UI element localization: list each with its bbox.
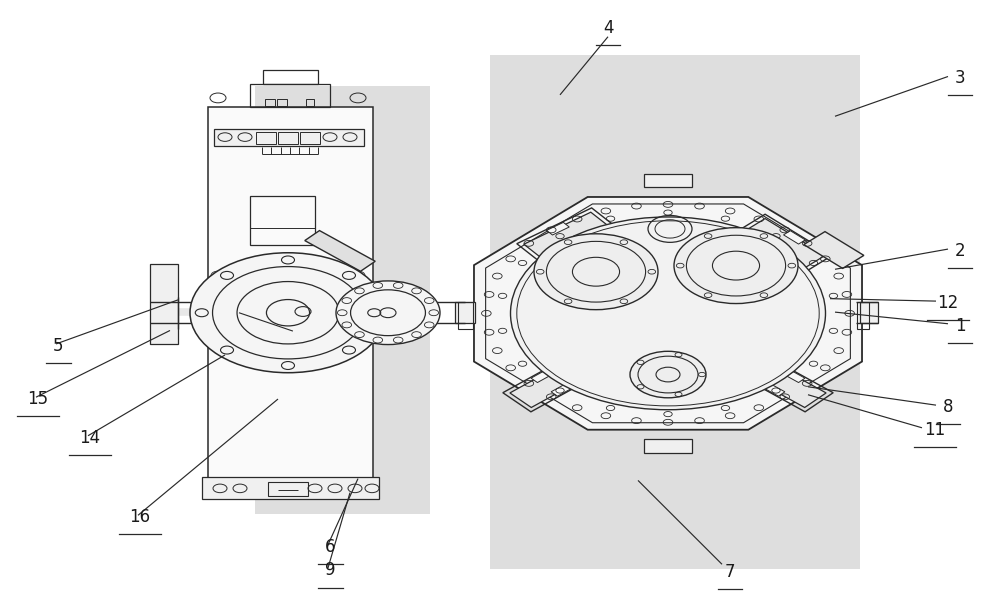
Bar [255, 86, 430, 514]
Bar [860, 302, 878, 323]
Text: 11: 11 [924, 420, 946, 439]
Circle shape [190, 253, 386, 373]
Polygon shape [742, 358, 826, 408]
Text: 3: 3 [955, 69, 965, 88]
Text: 1: 1 [955, 316, 965, 335]
Bar [455, 302, 475, 323]
Text: 14: 14 [79, 428, 101, 447]
Circle shape [630, 351, 706, 398]
Polygon shape [784, 231, 805, 244]
Text: 8: 8 [943, 398, 953, 416]
Polygon shape [547, 222, 569, 235]
Polygon shape [763, 383, 785, 396]
Bar [644, 174, 692, 187]
Bar [250, 196, 315, 245]
Bar [644, 439, 692, 453]
Bar [490, 55, 860, 569]
Text: 12: 12 [937, 294, 959, 312]
Text: 5: 5 [53, 337, 63, 355]
Polygon shape [305, 231, 375, 271]
Circle shape [534, 234, 658, 310]
Text: 9: 9 [325, 561, 335, 580]
Bar [857, 302, 869, 329]
Polygon shape [551, 383, 573, 396]
Bar [202, 477, 379, 499]
Polygon shape [783, 370, 805, 382]
Text: 2: 2 [955, 242, 965, 260]
Bar [150, 264, 178, 344]
Circle shape [511, 217, 826, 410]
Text: 7: 7 [725, 563, 735, 581]
Bar [300, 132, 320, 144]
Text: 15: 15 [27, 390, 49, 408]
Bar [214, 129, 364, 146]
Polygon shape [474, 197, 862, 430]
Polygon shape [565, 237, 588, 250]
Polygon shape [762, 244, 784, 257]
Circle shape [674, 228, 798, 304]
Text: 4: 4 [603, 18, 613, 37]
Bar [208, 107, 373, 499]
Text: 6: 6 [325, 537, 335, 556]
Polygon shape [510, 358, 594, 408]
Bar [458, 302, 473, 329]
Bar [256, 132, 276, 144]
Polygon shape [742, 218, 825, 269]
Polygon shape [531, 370, 553, 382]
Bar [263, 70, 318, 84]
Polygon shape [804, 231, 864, 269]
Bar [277, 99, 287, 106]
Bar [278, 132, 298, 144]
Polygon shape [524, 212, 610, 259]
Bar [250, 84, 330, 107]
Bar [268, 482, 308, 496]
Bar [265, 99, 275, 106]
Circle shape [336, 281, 440, 345]
Text: 16: 16 [129, 508, 151, 526]
Bar [306, 99, 314, 106]
